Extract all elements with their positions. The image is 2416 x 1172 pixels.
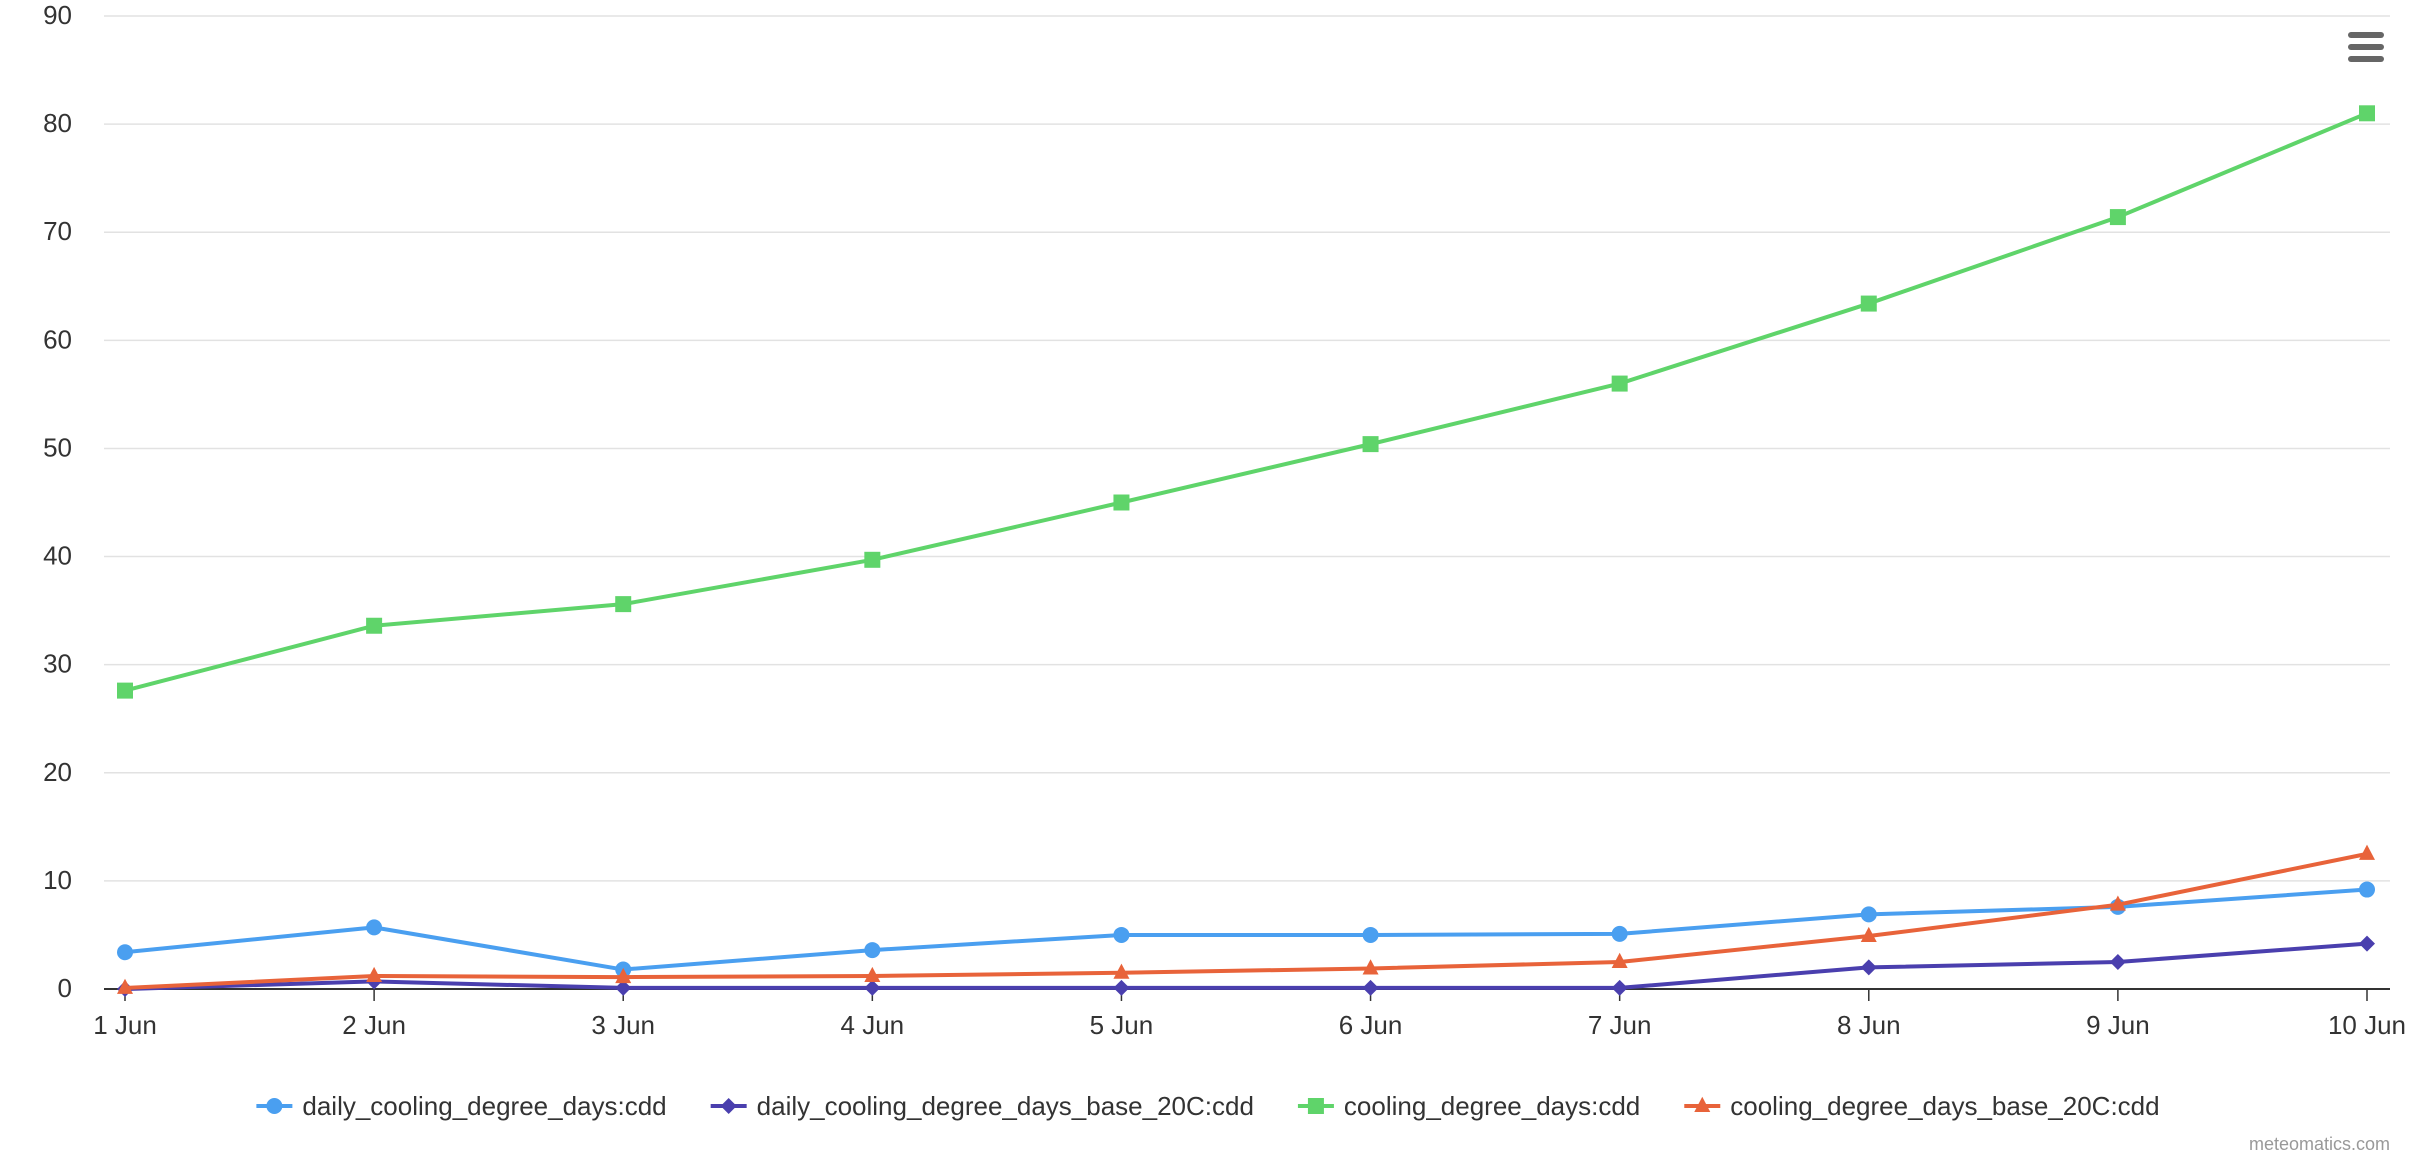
x-axis: 1 Jun 2 Jun 3 Jun 4 Jun 5 Jun 6 Jun 7 Jun 8 Jun… — [93, 988, 2406, 1040]
data-point[interactable] — [2109, 953, 2126, 970]
data-point[interactable] — [1113, 963, 1130, 979]
legend-item[interactable]: daily_cooling_degree_days:cdd — [256, 1091, 667, 1121]
data-point[interactable] — [2359, 844, 2375, 860]
legend-label: cooling_degree_days_base_20C:cdd — [1730, 1091, 2159, 1121]
data-point[interactable] — [1611, 952, 1628, 968]
data-point[interactable] — [615, 979, 632, 996]
data-point[interactable] — [864, 942, 881, 959]
data-point[interactable] — [117, 944, 133, 961]
data-point[interactable] — [1860, 906, 1877, 923]
x-tick-label: 1 Jun — [93, 1010, 157, 1040]
data-point[interactable] — [1611, 979, 1628, 996]
x-tick-label: 4 Jun — [841, 1010, 905, 1040]
y-tick-label: 60 — [43, 324, 72, 354]
y-axis: 0 10 20 30 40 50 60 70 80 90 — [43, 0, 72, 1003]
data-point[interactable] — [1860, 926, 1877, 943]
y-tick-label: 10 — [43, 865, 72, 895]
x-tick-label: 9 Jun — [2086, 1010, 2150, 1040]
data-point[interactable] — [366, 966, 383, 983]
data-point[interactable] — [2109, 895, 2126, 911]
series-layer — [117, 105, 2375, 997]
x-tick-label: 5 Jun — [1090, 1010, 1154, 1040]
data-point[interactable] — [2109, 209, 2126, 226]
series-line[interactable] — [123, 941, 2369, 991]
legend-item[interactable]: cooling_degree_days:cdd — [1297, 1091, 1640, 1121]
data-point[interactable] — [864, 966, 881, 983]
y-tick-label: 90 — [43, 0, 72, 30]
data-point[interactable] — [117, 978, 133, 994]
legend-label: daily_cooling_degree_days_base_20C:cdd — [757, 1091, 1254, 1121]
data-point[interactable] — [1113, 979, 1130, 996]
data-point[interactable] — [366, 617, 383, 634]
hamburger-menu-icon[interactable] — [2346, 28, 2386, 68]
legend-marker[interactable] — [1307, 1098, 1324, 1114]
y-tick-label: 40 — [43, 541, 72, 571]
x-tick-label: 3 Jun — [591, 1010, 655, 1040]
legend-item[interactable]: cooling_degree_days_base_20C:cdd — [1684, 1091, 2160, 1121]
data-point[interactable] — [1611, 925, 1628, 942]
data-point[interactable] — [615, 596, 632, 613]
series-line[interactable] — [123, 887, 2369, 972]
data-point[interactable] — [2359, 105, 2375, 122]
legend-label: cooling_degree_days:cdd — [1344, 1091, 1640, 1121]
legend-marker[interactable] — [720, 1098, 737, 1114]
x-tick-label: 6 Jun — [1339, 1010, 1403, 1040]
data-point[interactable] — [1362, 926, 1379, 943]
data-point[interactable] — [117, 682, 133, 699]
grid-lines — [104, 15, 2390, 882]
series-3 — [117, 105, 2375, 699]
data-point[interactable] — [1611, 375, 1628, 392]
data-point[interactable] — [1113, 494, 1130, 511]
credits-text[interactable]: meteomatics.com — [2249, 1134, 2390, 1154]
data-point[interactable] — [2359, 935, 2375, 952]
data-point[interactable] — [1113, 926, 1130, 943]
series-line[interactable] — [123, 851, 2369, 990]
y-tick-label: 80 — [43, 108, 72, 138]
x-tick-label: 2 Jun — [342, 1010, 406, 1040]
data-point[interactable] — [2359, 881, 2375, 898]
data-point[interactable] — [1362, 979, 1379, 996]
y-tick-label: 30 — [43, 649, 72, 679]
data-point[interactable] — [1362, 436, 1379, 453]
data-point[interactable] — [615, 967, 632, 984]
data-point[interactable] — [864, 551, 881, 568]
data-point[interactable] — [366, 919, 383, 936]
legend-item[interactable]: daily_cooling_degree_days_base_20C:cdd — [710, 1091, 1254, 1121]
x-tick-label: 8 Jun — [1837, 1010, 1901, 1040]
series-2 — [117, 935, 2375, 997]
y-tick-label: 20 — [43, 757, 72, 787]
legend-marker[interactable] — [1694, 1096, 1711, 1112]
legend: daily_cooling_degree_days:cdd daily_cooli… — [256, 1091, 2160, 1121]
data-point[interactable] — [1362, 959, 1379, 975]
x-tick-label: 7 Jun — [1588, 1010, 1652, 1040]
series-4 — [117, 844, 2375, 994]
y-tick-label: 0 — [58, 973, 72, 1003]
series-line[interactable] — [123, 111, 2369, 693]
legend-marker[interactable] — [266, 1098, 283, 1114]
data-point[interactable] — [864, 979, 881, 996]
data-point[interactable] — [1860, 959, 1877, 976]
x-tick-label: 10 Jun — [2328, 1010, 2406, 1040]
y-tick-label: 50 — [43, 432, 72, 462]
y-tick-label: 70 — [43, 216, 72, 246]
data-point[interactable] — [1860, 295, 1877, 312]
legend-label: daily_cooling_degree_days:cdd — [302, 1091, 666, 1121]
